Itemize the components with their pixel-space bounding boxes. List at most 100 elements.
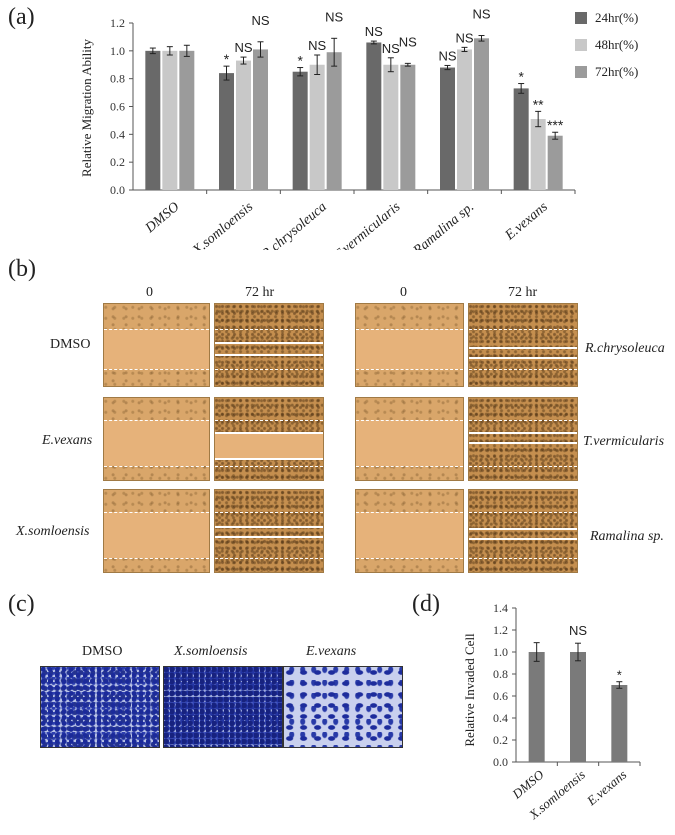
chart-d-bar-x-somloensis xyxy=(570,652,586,762)
chart-a-bar-72hr-e-vexans xyxy=(547,135,563,190)
row-label-tvermicularis: T.vermicularis xyxy=(583,434,665,449)
legend-label-24hr: 24hr(%) xyxy=(595,9,639,25)
chart-d-bar-e-vexans xyxy=(611,685,628,762)
panel-label-b: (b) xyxy=(8,256,36,282)
wound-evexans-0hr xyxy=(103,397,210,481)
chart-d-sig-x-somloensis: NS xyxy=(569,623,587,638)
row-label-dmso: DMSO xyxy=(50,337,91,352)
chart-d-ytick-label-0.6: 0.6 xyxy=(493,689,508,703)
panel-label-d: (d) xyxy=(412,591,440,617)
chart-a-sig-72hr-t-vermicularis: NS xyxy=(399,34,417,49)
chart-d-ytick-label-0.8: 0.8 xyxy=(493,667,508,681)
chart-a-bar-72hr-r-chrysoleuca xyxy=(326,52,342,190)
chart-a-category-ramalina-sp: Ramalina sp. xyxy=(410,200,477,250)
chart-a-sig-24hr-e-vexans: * xyxy=(518,69,524,85)
wound-evexans-72hr xyxy=(214,397,324,481)
legend-label-48hr: 48hr(%) xyxy=(595,36,639,52)
legend-swatch-48hr xyxy=(575,38,587,51)
chart-a-category-dmso: DMSO xyxy=(142,200,182,237)
chart-a-category-t-vermicularis: T.vermicularis xyxy=(332,199,404,250)
chart-a-sig-72hr-x-somloensis: NS xyxy=(251,13,269,28)
wound-rchrysoleuca-72hr xyxy=(468,303,578,387)
invasion-label-xsomloensis: X.somloensis xyxy=(174,644,248,659)
chart-a-bar-72hr-dmso xyxy=(179,50,195,191)
chart-a-bar-72hr-t-vermicularis xyxy=(400,64,416,190)
chart-a-bar-48hr-e-vexans xyxy=(530,119,546,190)
invasion-image-dmso xyxy=(40,666,160,748)
wound-tvermicularis-0hr xyxy=(355,397,464,481)
chart-a-sig-48hr-e-vexans: ** xyxy=(533,96,544,112)
chart-a-bar-48hr-ramalina-sp xyxy=(457,49,472,190)
row-label-evexans: E.vexans xyxy=(42,433,93,448)
chart-a-sig-24hr-t-vermicularis: NS xyxy=(365,24,383,39)
chart-a-sig-72hr-e-vexans: *** xyxy=(547,117,564,133)
chart-a-bar-24hr-ramalina-sp xyxy=(440,67,455,190)
chart-a-bar-48hr-dmso xyxy=(162,50,178,191)
chart-a-bar-48hr-r-chrysoleuca xyxy=(309,64,325,190)
legend-swatch-72hr xyxy=(575,65,587,78)
wound-dmso-72hr xyxy=(214,303,324,387)
invasion-label-evexans: E.vexans xyxy=(306,644,357,659)
row-label-rchrysoleuca: R.chrysoleuca xyxy=(585,341,665,356)
chart-d: 0.00.20.40.60.81.01.21.4DMSONSX.somloens… xyxy=(493,601,641,823)
chart-a-bar-72hr-ramalina-sp xyxy=(474,38,489,190)
legend-swatch-24hr xyxy=(575,11,587,24)
row-label-ramalina: Ramalina sp. xyxy=(590,529,664,544)
col-label-left-0: 0 xyxy=(146,285,153,300)
chart-a-bar-48hr-t-vermicularis xyxy=(383,64,399,190)
legend-a: 24hr(%) 48hr(%) 72hr(%) xyxy=(575,4,638,85)
chart-a-bar-24hr-r-chrysoleuca xyxy=(292,71,308,190)
chart-d-ytick-label-0.0: 0.0 xyxy=(493,755,508,769)
chart-d-ytick-label-0.2: 0.2 xyxy=(493,733,508,747)
chart-a-category-r-chrysoleuca: R.chrysoleuca xyxy=(258,200,329,250)
invasion-label-dmso: DMSO xyxy=(82,644,123,659)
chart-d-ytick-label-0.4: 0.4 xyxy=(493,711,508,725)
chart-a-sig-48hr-x-somloensis: NS xyxy=(234,40,252,55)
chart-a-bar-48hr-x-somloensis xyxy=(236,60,251,191)
panel-label-a: (a) xyxy=(8,4,35,30)
chart-d-ytick-label-1.2: 1.2 xyxy=(493,623,508,637)
chart-a-sig-72hr-ramalina-sp: NS xyxy=(472,7,490,22)
panel-label-c: (c) xyxy=(8,591,35,617)
chart-d-bar-dmso xyxy=(528,652,545,762)
wound-ramalina-0hr xyxy=(355,489,464,573)
chart-a-sig-24hr-x-somloensis: * xyxy=(224,51,230,67)
legend-item-24hr: 24hr(%) xyxy=(575,4,638,31)
chart-a-ytick-label-0.2: 0.2 xyxy=(110,155,125,169)
chart-a-sig-72hr-r-chrysoleuca: NS xyxy=(325,9,343,24)
chart-d-ytick-label-1.0: 1.0 xyxy=(493,645,508,659)
chart-a: 0.0 0.2 0.4 0.6 0.8 1.0 1.2 DMSO X.somloensis * NS… xyxy=(110,7,576,250)
chart-d-category-e-vexans: E.vexans xyxy=(583,767,629,809)
chart-a-category-x-somloensis: X.somloensis xyxy=(189,199,256,250)
col-label-right-72: 72 hr xyxy=(508,285,538,300)
chart-a-ytick-label-0.6: 0.6 xyxy=(110,100,125,114)
wound-xsomloensis-0hr xyxy=(103,489,210,573)
chart-a-sig-48hr-t-vermicularis: NS xyxy=(382,41,400,56)
chart-d-sig-e-vexans: * xyxy=(617,668,622,683)
invasion-image-xsomloensis xyxy=(163,666,283,748)
chart-a-bar-24hr-t-vermicularis xyxy=(366,42,382,190)
col-label-left-72: 72 hr xyxy=(245,285,275,300)
chart-a-bar-24hr-e-vexans xyxy=(513,88,529,190)
chart-a-category-e-vexans: E.vexans xyxy=(502,199,551,244)
chart-a-ytick-label-0.0: 0.0 xyxy=(110,183,125,197)
chart-d-ytick-label-1.4: 1.4 xyxy=(493,601,508,615)
wound-tvermicularis-72hr xyxy=(468,397,578,481)
chart-a-ytick-label-0.4: 0.4 xyxy=(110,127,125,141)
chart-a-bar-24hr-x-somloensis xyxy=(219,73,234,190)
chart-a-ytick-label-1.0: 1.0 xyxy=(110,44,125,58)
legend-item-72hr: 72hr(%) xyxy=(575,58,638,85)
wound-ramalina-72hr xyxy=(468,489,578,573)
chart-a-sig-24hr-ramalina-sp: NS xyxy=(438,48,456,63)
chart-a-ytick-label-1.2: 1.2 xyxy=(110,16,125,30)
invasion-image-evexans xyxy=(283,666,403,748)
wound-rchrysoleuca-0hr xyxy=(355,303,464,387)
chart-a-ytick-label-0.8: 0.8 xyxy=(110,72,125,86)
col-label-right-0: 0 xyxy=(400,285,407,300)
row-label-xsomloensis: X.somloensis xyxy=(16,524,90,539)
chart-a-sig-24hr-r-chrysoleuca: * xyxy=(297,53,303,69)
wound-dmso-0hr xyxy=(103,303,210,387)
legend-label-72hr: 72hr(%) xyxy=(595,63,639,79)
chart-a-bar-72hr-x-somloensis xyxy=(253,49,268,190)
wound-xsomloensis-72hr xyxy=(214,489,324,573)
